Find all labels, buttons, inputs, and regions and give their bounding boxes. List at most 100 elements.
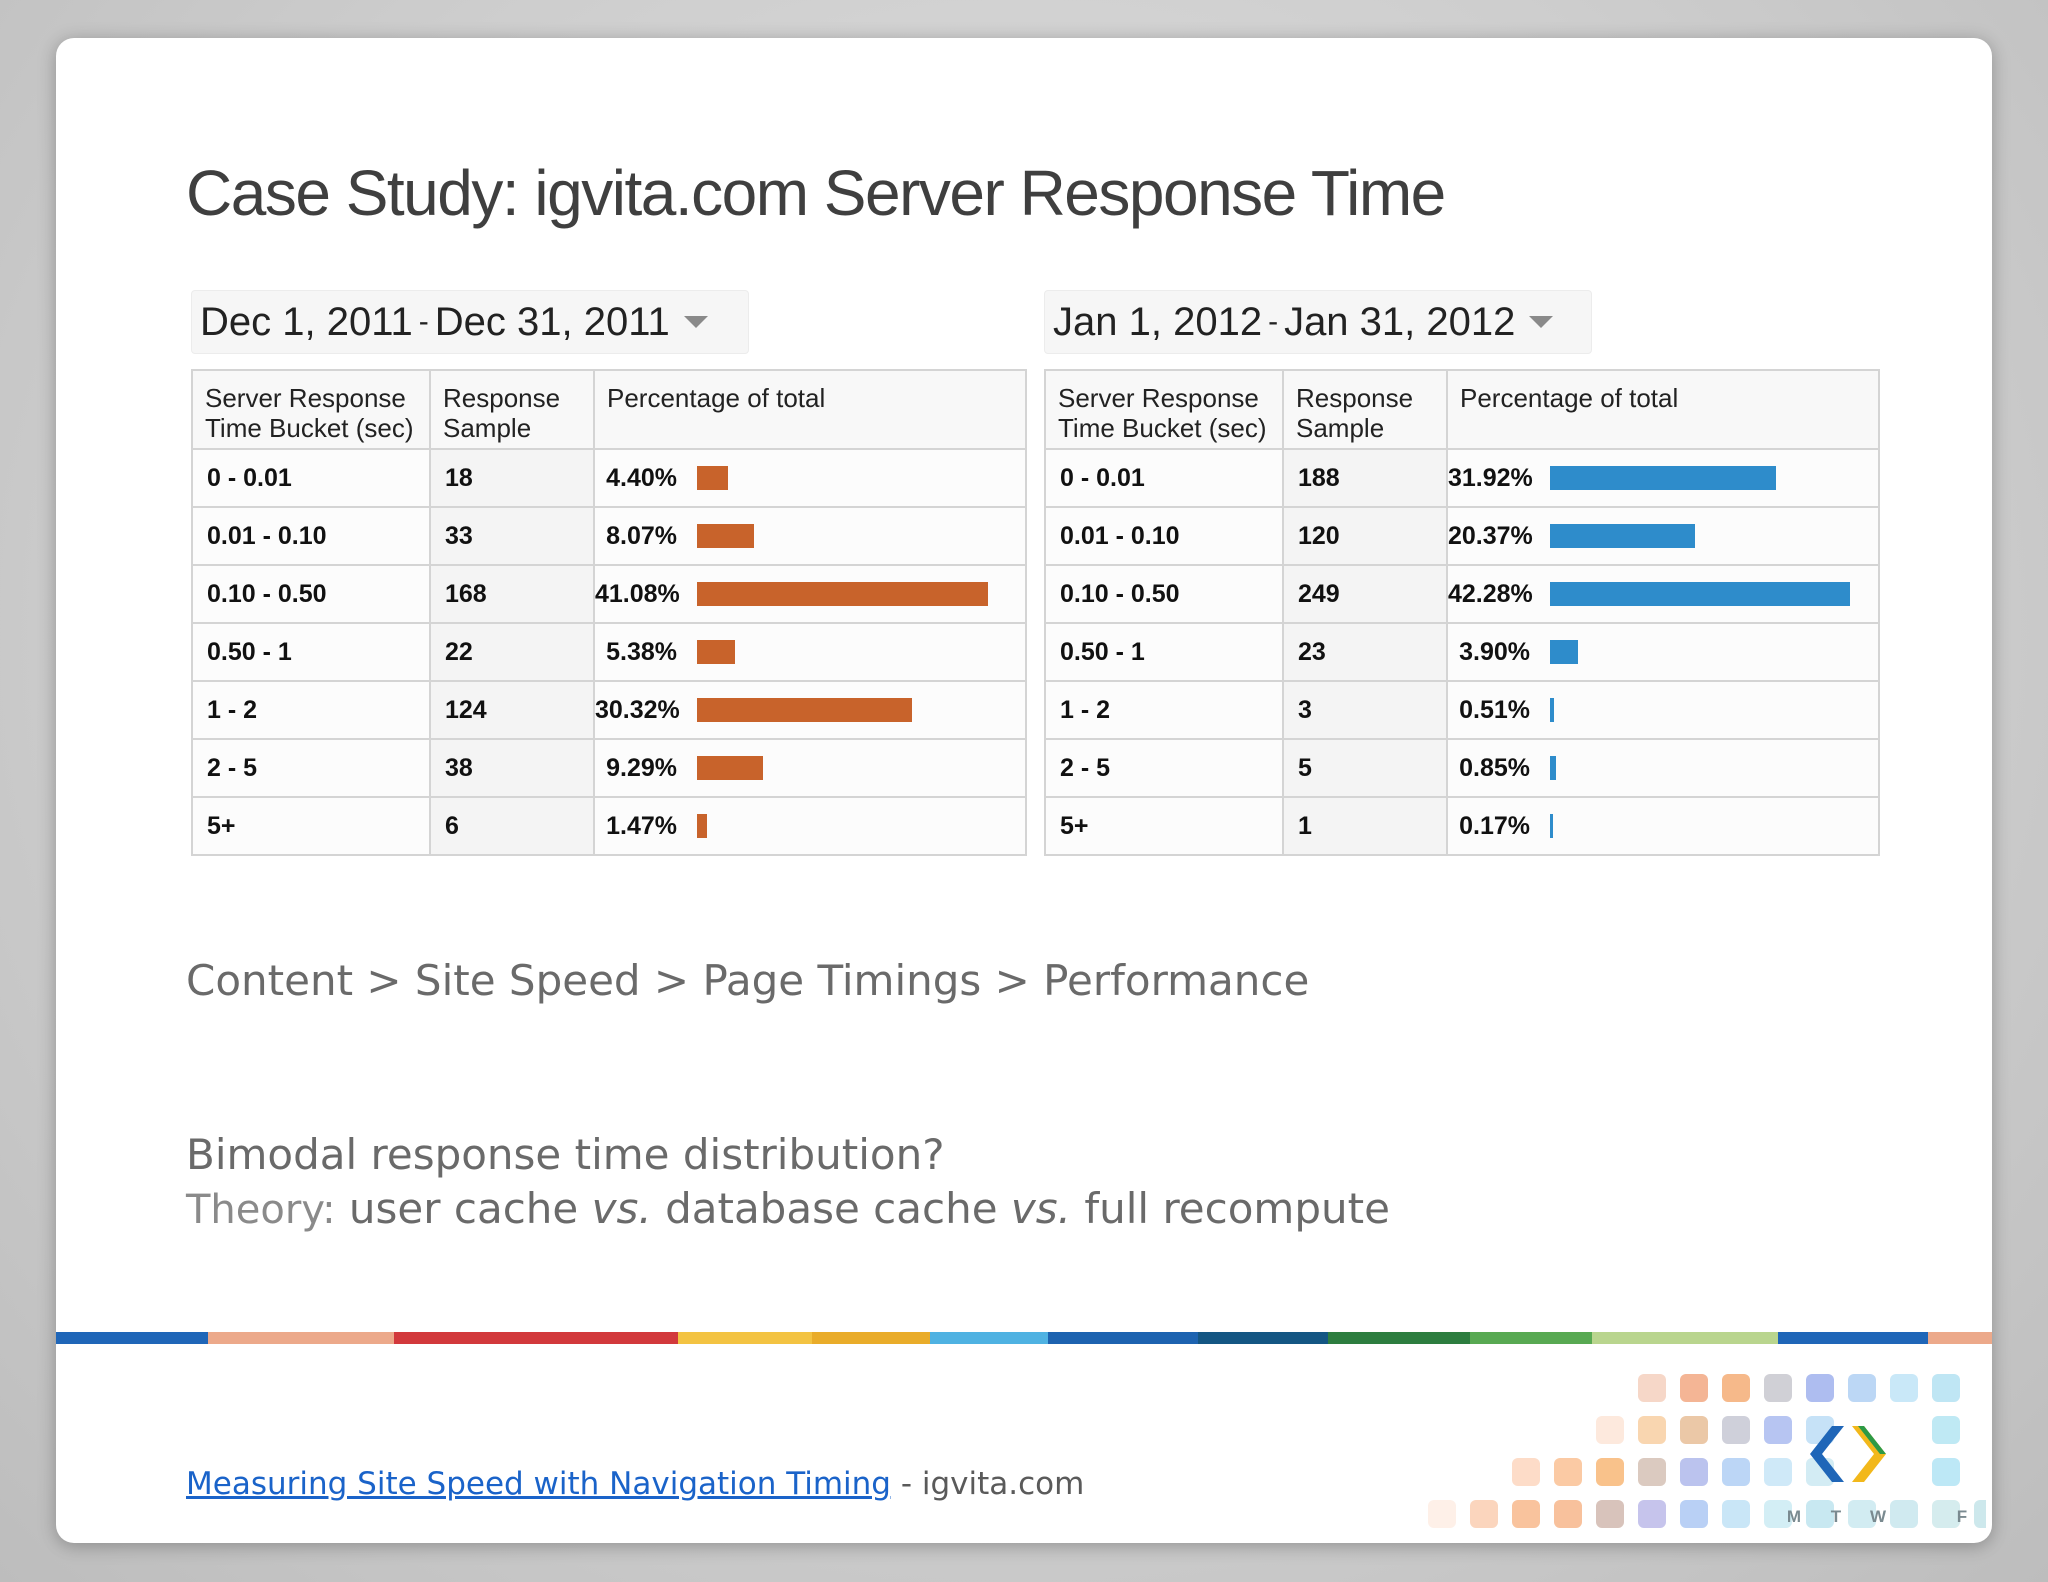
percentage-bar bbox=[697, 466, 729, 490]
logo-dot bbox=[1932, 1500, 1960, 1528]
column-header-bucket[interactable]: Server Response Time Bucket (sec) bbox=[191, 369, 431, 450]
question-text: Bimodal response time distribution? bbox=[186, 1130, 945, 1179]
percentage-cell: 30.32% bbox=[593, 680, 1027, 740]
percentage-cell: 20.37% bbox=[1446, 506, 1880, 566]
table-row[interactable]: 0.10 - 0.50 168 41.08% bbox=[191, 564, 1027, 624]
stripe-segment bbox=[1048, 1332, 1198, 1344]
logo-dot bbox=[1554, 1500, 1582, 1528]
column-header-percentage[interactable]: Percentage of total bbox=[1446, 369, 1880, 450]
logo-dot bbox=[1470, 1500, 1498, 1528]
slide-title: Case Study: igvita.com Server Response T… bbox=[186, 157, 1446, 229]
chevron-down-icon[interactable] bbox=[1529, 316, 1554, 328]
theory-part-2: database cache bbox=[665, 1184, 998, 1233]
logo-dot bbox=[1890, 1374, 1918, 1402]
percentage-value: 3.90% bbox=[1459, 637, 1530, 666]
percentage-value: 9.29% bbox=[606, 753, 677, 782]
percentage-bar bbox=[1550, 814, 1553, 838]
stripe-segment bbox=[1198, 1332, 1328, 1344]
response-time-table-right: Server Response Time Bucket (sec) Respon… bbox=[1044, 369, 1880, 856]
logo-dot bbox=[1512, 1458, 1540, 1486]
sample-cell: 168 bbox=[429, 564, 595, 624]
logo-dot bbox=[1764, 1416, 1792, 1444]
table-row[interactable]: 2 - 5 38 9.29% bbox=[191, 738, 1027, 798]
sample-cell: 1 bbox=[1282, 796, 1448, 856]
logo-dot bbox=[1932, 1374, 1960, 1402]
percentage-bar bbox=[1550, 756, 1557, 780]
sample-cell: 120 bbox=[1282, 506, 1448, 566]
logo-dot bbox=[1722, 1458, 1750, 1486]
logo-dot bbox=[1680, 1416, 1708, 1444]
bucket-cell: 0.01 - 0.10 bbox=[191, 506, 431, 566]
column-header-bucket[interactable]: Server Response Time Bucket (sec) bbox=[1044, 369, 1284, 450]
table-row[interactable]: 0.50 - 1 22 5.38% bbox=[191, 622, 1027, 682]
logo-day-letter: T bbox=[1831, 1507, 1842, 1526]
percentage-cell: 0.51% bbox=[1446, 680, 1880, 740]
table-row[interactable]: 0.01 - 0.10 33 8.07% bbox=[191, 506, 1027, 566]
column-header-percentage[interactable]: Percentage of total bbox=[593, 369, 1027, 450]
column-header-sample[interactable]: Response Sample bbox=[1282, 369, 1448, 450]
source-link[interactable]: Measuring Site Speed with Navigation Tim… bbox=[186, 1466, 891, 1502]
logo-dot bbox=[1596, 1416, 1624, 1444]
percentage-value: 1.47% bbox=[606, 811, 677, 840]
percentage-bar bbox=[1550, 524, 1695, 548]
table-row[interactable]: 0 - 0.01 18 4.40% bbox=[191, 448, 1027, 508]
bucket-cell: 1 - 2 bbox=[1044, 680, 1284, 740]
stripe-segment bbox=[528, 1332, 678, 1344]
logo-day-letter: M bbox=[1787, 1507, 1801, 1526]
table-row[interactable]: 0.10 - 0.50 249 42.28% bbox=[1044, 564, 1880, 624]
percentage-cell: 8.07% bbox=[593, 506, 1027, 566]
logo-dot bbox=[1764, 1374, 1792, 1402]
percentage-value: 5.38% bbox=[606, 637, 677, 666]
logo-dot bbox=[1974, 1500, 1986, 1528]
date-range-picker-right[interactable]: Jan 1, 2012 - Jan 31, 2012 bbox=[1044, 290, 1592, 354]
bucket-cell: 5+ bbox=[191, 796, 431, 856]
bucket-cell: 0.50 - 1 bbox=[191, 622, 431, 682]
date-range-picker-left[interactable]: Dec 1, 2011 - Dec 31, 2011 bbox=[191, 290, 749, 354]
sample-cell: 18 bbox=[429, 448, 595, 508]
stripe-segment bbox=[812, 1332, 930, 1344]
percentage-bar bbox=[697, 640, 736, 664]
sample-cell: 23 bbox=[1282, 622, 1448, 682]
theory-vs-1: vs. bbox=[591, 1184, 652, 1233]
theory-vs-2: vs. bbox=[1010, 1184, 1071, 1233]
percentage-cell: 9.29% bbox=[593, 738, 1027, 798]
stripe-segment bbox=[678, 1332, 812, 1344]
logo-dot bbox=[1848, 1500, 1876, 1528]
logo-dot bbox=[1764, 1458, 1792, 1486]
date-separator: - bbox=[418, 305, 429, 338]
percentage-value: 4.40% bbox=[606, 463, 677, 492]
logo-dot bbox=[1722, 1500, 1750, 1528]
percentage-value: 8.07% bbox=[606, 521, 677, 550]
table-row[interactable]: 0.50 - 1 23 3.90% bbox=[1044, 622, 1880, 682]
table-row[interactable]: 1 - 2 124 30.32% bbox=[191, 680, 1027, 740]
bucket-cell: 0.10 - 0.50 bbox=[1044, 564, 1284, 624]
percentage-value: 0.51% bbox=[1459, 695, 1530, 724]
chevron-down-icon[interactable] bbox=[683, 316, 708, 328]
logo-dot bbox=[1932, 1458, 1960, 1486]
source-suffix: - igvita.com bbox=[900, 1466, 1085, 1502]
logo-dot bbox=[1596, 1458, 1624, 1486]
table-row[interactable]: 1 - 2 3 0.51% bbox=[1044, 680, 1880, 740]
logo-day-letter: W bbox=[1870, 1507, 1887, 1526]
bucket-cell: 1 - 2 bbox=[191, 680, 431, 740]
breadcrumb: Content > Site Speed > Page Timings > Pe… bbox=[186, 956, 1310, 1005]
percentage-cell: 4.40% bbox=[593, 448, 1027, 508]
date-start: Jan 1, 2012 bbox=[1053, 299, 1263, 344]
table-row[interactable]: 5+ 1 0.17% bbox=[1044, 796, 1880, 856]
percentage-bar bbox=[1550, 582, 1850, 606]
table-row[interactable]: 0.01 - 0.10 120 20.37% bbox=[1044, 506, 1880, 566]
percentage-cell: 31.92% bbox=[1446, 448, 1880, 508]
date-end: Jan 31, 2012 bbox=[1284, 299, 1516, 344]
theory-part-3: full recompute bbox=[1084, 1184, 1390, 1233]
table-row[interactable]: 0 - 0.01 188 31.92% bbox=[1044, 448, 1880, 508]
logo-dot bbox=[1680, 1500, 1708, 1528]
table-row[interactable]: 2 - 5 5 0.85% bbox=[1044, 738, 1880, 798]
logo-dot bbox=[1512, 1500, 1540, 1528]
column-header-sample[interactable]: Response Sample bbox=[429, 369, 595, 450]
table-row[interactable]: 5+ 6 1.47% bbox=[191, 796, 1027, 856]
percentage-bar bbox=[1550, 698, 1554, 722]
stripe-segment bbox=[1928, 1332, 1992, 1344]
bucket-cell: 0.01 - 0.10 bbox=[1044, 506, 1284, 566]
percentage-cell: 1.47% bbox=[593, 796, 1027, 856]
sample-cell: 124 bbox=[429, 680, 595, 740]
